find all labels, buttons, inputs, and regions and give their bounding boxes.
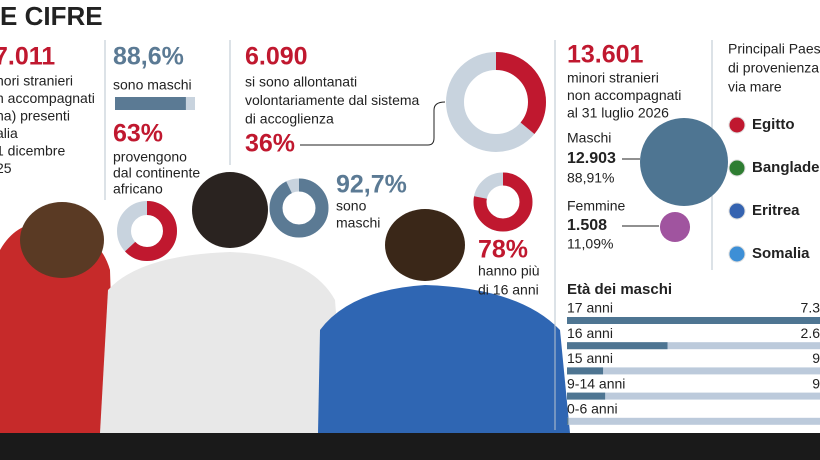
- age-value: 9: [812, 375, 820, 391]
- flag: [728, 245, 746, 263]
- bar: [115, 97, 186, 110]
- bar: [567, 317, 820, 324]
- bar-bg: [567, 417, 820, 425]
- text: sono maschi: [113, 77, 192, 93]
- text: nori stranieri: [0, 73, 73, 89]
- text: di 16 anni: [478, 282, 539, 298]
- number: 13.601: [567, 41, 644, 69]
- text: via mare: [728, 79, 782, 95]
- connector: [622, 158, 659, 227]
- share: 11,09%: [567, 236, 613, 252]
- text: Principali Paesi: [728, 41, 820, 57]
- age-label: 17 anni: [567, 300, 613, 316]
- text: 1 dicembre: [0, 143, 65, 159]
- connector: [300, 101, 446, 146]
- country: Eritrea: [752, 202, 800, 219]
- bar-bg: [567, 342, 820, 350]
- country: Banglades: [752, 159, 820, 176]
- donut-arc: [446, 52, 546, 152]
- text: di provenienza: [728, 60, 819, 76]
- donut-arc: [473, 172, 533, 232]
- value: 1.508: [567, 217, 607, 234]
- label: Femmine: [567, 198, 626, 214]
- age-value: 2.6: [801, 325, 820, 341]
- text: di accoglienza: [245, 111, 334, 127]
- flag: [728, 116, 746, 134]
- bar-bg: [567, 367, 820, 375]
- bar: [567, 392, 606, 400]
- bar: [567, 417, 569, 425]
- text: non accompagnati: [567, 87, 681, 103]
- title: E CIFRE: [0, 1, 103, 31]
- label: Maschi: [567, 130, 611, 146]
- age-label: 15 anni: [567, 350, 613, 366]
- donut-arc: [269, 178, 329, 238]
- donut-arc: [117, 201, 177, 261]
- text: si sono allontanati: [245, 74, 357, 90]
- ages-title: Età dei maschi: [567, 281, 672, 298]
- text: n accompagnati: [0, 90, 95, 106]
- bar: [567, 367, 604, 375]
- bubble: [659, 211, 691, 243]
- text: hanno più: [478, 263, 540, 279]
- text: sono: [336, 198, 367, 214]
- flag: [728, 202, 746, 220]
- country: Somalia: [752, 245, 810, 262]
- text: minori stranieri: [567, 70, 659, 86]
- text: volontariamente dal sistema: [245, 92, 420, 108]
- age-label: 16 anni: [567, 325, 613, 341]
- country: Egitto: [752, 116, 795, 133]
- text: dal continente: [113, 165, 200, 181]
- text: al 31 luglio 2026: [567, 105, 669, 121]
- value: 88,6%: [113, 43, 184, 71]
- age-label: 9-14 anni: [567, 375, 625, 391]
- number: 6.090: [245, 43, 308, 71]
- text: africano: [113, 181, 163, 197]
- text: na) presenti: [0, 108, 70, 124]
- age-label: 0-6 anni: [567, 401, 618, 417]
- age-value: 7.3: [801, 300, 820, 316]
- text: 25: [0, 160, 12, 176]
- bar: [567, 342, 668, 350]
- text: alia: [0, 125, 18, 141]
- value: 63%: [113, 120, 163, 148]
- value: 92,7%: [336, 171, 407, 199]
- bubble: [640, 118, 728, 206]
- value: 78%: [478, 236, 528, 264]
- photo: [0, 172, 820, 460]
- text: maschi: [336, 215, 380, 231]
- share: 88,91%: [567, 170, 614, 186]
- bar-bg: [567, 392, 820, 400]
- value: 12.903: [567, 150, 616, 167]
- number: 7.011: [0, 43, 55, 71]
- age-value: 9: [812, 350, 820, 366]
- flag: [728, 159, 746, 177]
- text: provengono: [113, 149, 187, 165]
- value: 36%: [245, 130, 295, 158]
